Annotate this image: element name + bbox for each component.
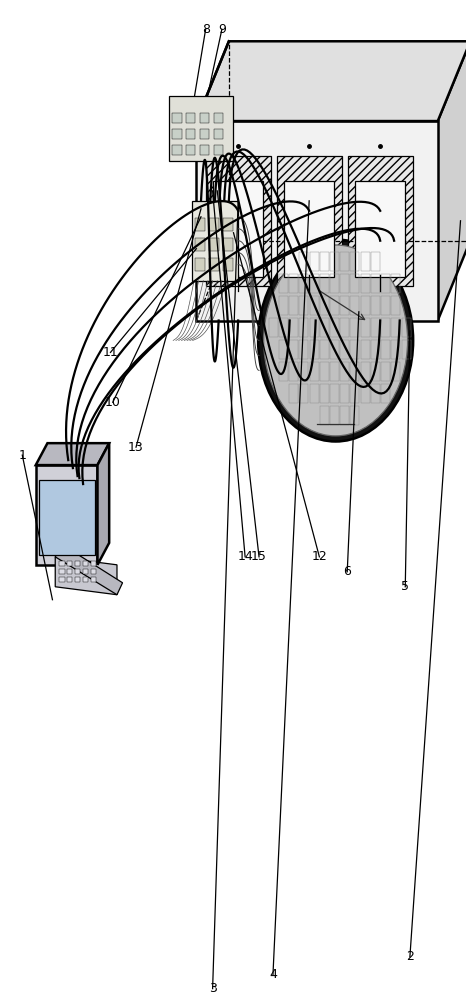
Polygon shape <box>91 561 96 566</box>
Polygon shape <box>75 569 80 574</box>
Polygon shape <box>36 465 98 565</box>
Polygon shape <box>59 561 64 566</box>
Polygon shape <box>200 113 209 123</box>
Polygon shape <box>195 218 205 231</box>
Polygon shape <box>205 156 271 286</box>
Text: 9: 9 <box>218 23 226 36</box>
Polygon shape <box>55 545 122 595</box>
Text: 10: 10 <box>105 396 121 409</box>
Ellipse shape <box>258 239 413 442</box>
Text: 15: 15 <box>251 550 267 563</box>
Polygon shape <box>186 129 195 139</box>
Polygon shape <box>75 561 80 566</box>
Polygon shape <box>172 113 182 123</box>
Polygon shape <box>98 443 109 565</box>
Polygon shape <box>75 577 80 582</box>
Polygon shape <box>55 557 117 595</box>
Polygon shape <box>214 145 223 155</box>
Polygon shape <box>200 145 209 155</box>
Polygon shape <box>83 569 88 574</box>
Text: 14: 14 <box>237 550 253 563</box>
Polygon shape <box>59 577 64 582</box>
Polygon shape <box>195 258 205 271</box>
Polygon shape <box>172 145 182 155</box>
Polygon shape <box>223 238 233 251</box>
Polygon shape <box>195 238 205 251</box>
Polygon shape <box>83 561 88 566</box>
Polygon shape <box>214 129 223 139</box>
Text: 5: 5 <box>401 580 409 593</box>
Polygon shape <box>348 156 413 286</box>
Polygon shape <box>39 480 95 555</box>
Text: 8: 8 <box>202 23 210 36</box>
Polygon shape <box>169 96 234 161</box>
Text: 13: 13 <box>128 441 144 454</box>
Polygon shape <box>91 577 96 582</box>
Polygon shape <box>276 156 342 286</box>
Polygon shape <box>438 41 467 320</box>
Polygon shape <box>213 181 263 277</box>
Polygon shape <box>209 218 219 231</box>
Polygon shape <box>214 113 223 123</box>
Polygon shape <box>284 181 334 277</box>
Text: 1: 1 <box>18 449 26 462</box>
Polygon shape <box>223 258 233 271</box>
Polygon shape <box>67 569 72 574</box>
Polygon shape <box>67 561 72 566</box>
Polygon shape <box>196 41 467 121</box>
Polygon shape <box>196 121 438 320</box>
Text: 11: 11 <box>103 346 118 359</box>
Text: 2: 2 <box>406 950 414 963</box>
Polygon shape <box>355 181 405 277</box>
Polygon shape <box>209 258 219 271</box>
Polygon shape <box>223 218 233 231</box>
Polygon shape <box>200 129 209 139</box>
Text: 4: 4 <box>269 968 277 981</box>
Text: 12: 12 <box>311 550 327 563</box>
Ellipse shape <box>264 245 408 436</box>
Polygon shape <box>209 238 219 251</box>
Polygon shape <box>36 443 109 465</box>
Polygon shape <box>192 201 238 281</box>
Polygon shape <box>59 569 64 574</box>
Polygon shape <box>186 113 195 123</box>
Polygon shape <box>91 569 96 574</box>
Polygon shape <box>67 577 72 582</box>
Text: 6: 6 <box>343 565 351 578</box>
Polygon shape <box>172 129 182 139</box>
Polygon shape <box>83 577 88 582</box>
Text: 3: 3 <box>209 982 217 995</box>
Polygon shape <box>186 145 195 155</box>
